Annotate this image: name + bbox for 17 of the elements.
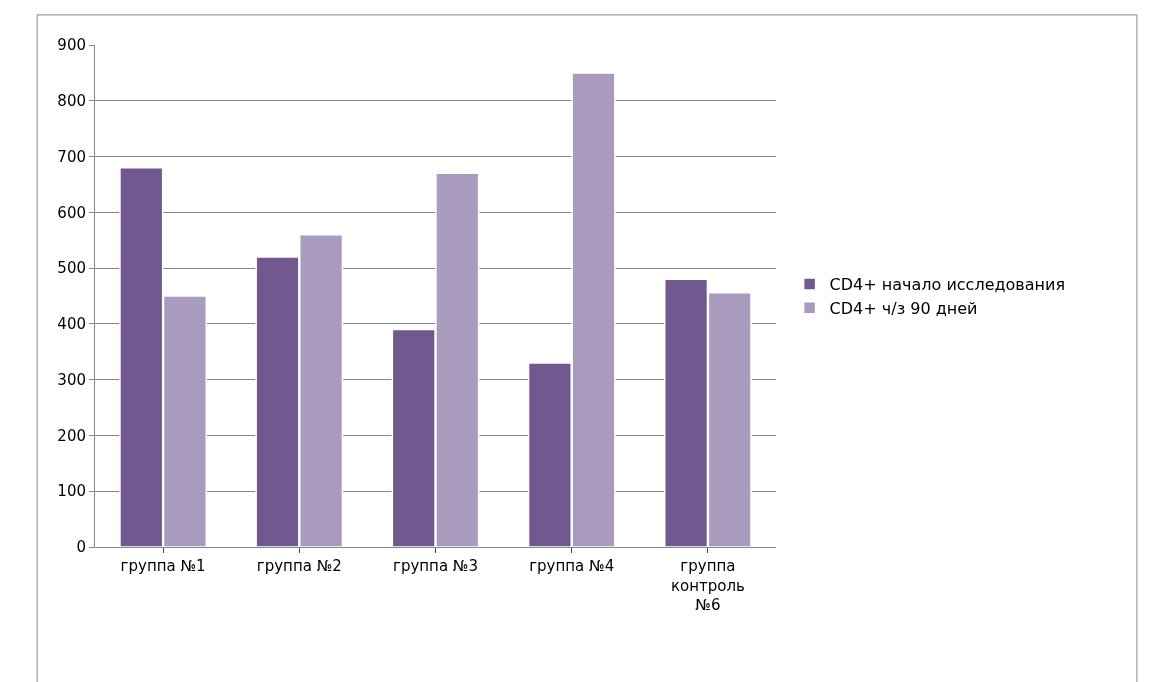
x-tick-label: группа №2	[256, 557, 342, 575]
x-tick-label: группа №1	[120, 557, 206, 575]
y-tick-label: 800	[57, 92, 86, 111]
y-tick-label: 900	[57, 36, 86, 55]
y-tick-label: 300	[57, 370, 86, 389]
y-tick-label: 100	[57, 482, 86, 501]
y-tick-label: 400	[57, 315, 86, 334]
legend-label: CD4+ ч/з 90 дней	[829, 298, 978, 318]
x-tick-label: группа №3	[393, 557, 478, 575]
y-tick-label: 200	[57, 426, 86, 445]
x-tick-label: группа №4	[529, 557, 615, 575]
y-tick-label: 600	[57, 203, 86, 222]
y-tick-label: 0	[76, 538, 86, 557]
y-tick-label: 500	[57, 259, 86, 278]
x-tick-label: группа контроль №6	[670, 557, 745, 614]
y-tick-label: 700	[57, 147, 86, 166]
legend-label: CD4+ начало исследования	[829, 275, 1066, 295]
